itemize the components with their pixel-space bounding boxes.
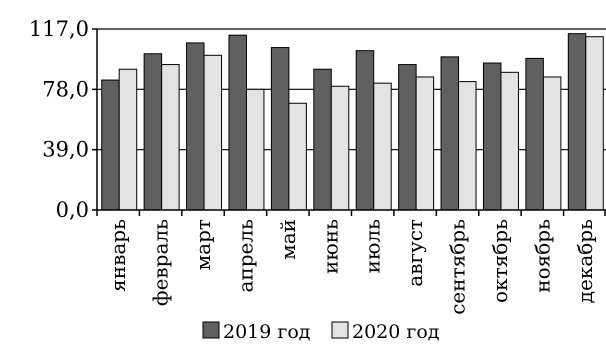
y-tick-label: 117,0 <box>29 17 89 41</box>
x-tick-label: август <box>403 219 427 287</box>
legend-swatch-2020 <box>331 321 349 339</box>
bar-2019 <box>440 56 460 211</box>
x-tick-label: ноябрь <box>530 219 554 293</box>
bar-2019 <box>228 34 247 211</box>
y-tick-label: 39,0 <box>42 138 89 162</box>
x-tick-label: январь <box>106 219 130 292</box>
bar-2019 <box>313 68 332 211</box>
bar-2020 <box>203 54 223 211</box>
bar-2020 <box>288 102 307 211</box>
bar-2020 <box>585 36 604 211</box>
y-tick-label: 78,0 <box>42 77 89 101</box>
x-tick-label: март <box>191 219 215 270</box>
bar-2020 <box>161 64 180 211</box>
legend-label-2020: 2020 год <box>352 321 440 343</box>
x-tick-label: апрель <box>233 219 257 293</box>
bar-2020 <box>245 88 265 211</box>
y-tick-labels: 0,0 39,0 78,0 117,0 <box>29 17 89 222</box>
bar-2019 <box>186 42 205 211</box>
bar-2020 <box>330 85 350 211</box>
x-tick-label: май <box>276 219 300 260</box>
bar-2019 <box>270 47 290 211</box>
bars <box>101 33 604 211</box>
bar-2020 <box>373 82 392 211</box>
bar-2019 <box>567 33 587 211</box>
x-tick-label: июнь <box>318 219 342 274</box>
bar-2020 <box>500 71 519 211</box>
gridlines <box>97 28 606 151</box>
bar-2020 <box>118 68 138 211</box>
bar-2019 <box>143 53 163 211</box>
axes <box>92 28 606 216</box>
y-tick-label: 0,0 <box>56 198 89 222</box>
legend-label-2019: 2019 год <box>223 321 311 343</box>
x-tick-label: сентябрь <box>446 219 470 315</box>
bar-2020 <box>542 76 562 211</box>
legend-swatch-2019 <box>202 321 220 339</box>
x-tick-label: февраль <box>149 219 173 306</box>
bar-2020 <box>458 81 477 211</box>
legend: 2019 год 2020 год <box>202 321 440 343</box>
bar-2019 <box>101 79 120 211</box>
x-tick-label: декабрь <box>573 219 597 303</box>
bar-2019 <box>482 62 502 211</box>
x-tick-labels: январь февраль март апрель май июнь июль август… <box>106 219 597 315</box>
bar-2019 <box>398 64 417 211</box>
bar-2019 <box>525 57 544 211</box>
x-tick-label: июль <box>361 219 385 273</box>
x-tick-label: октябрь <box>488 219 512 303</box>
bar-2020 <box>415 76 435 211</box>
bar-2019 <box>355 50 375 211</box>
